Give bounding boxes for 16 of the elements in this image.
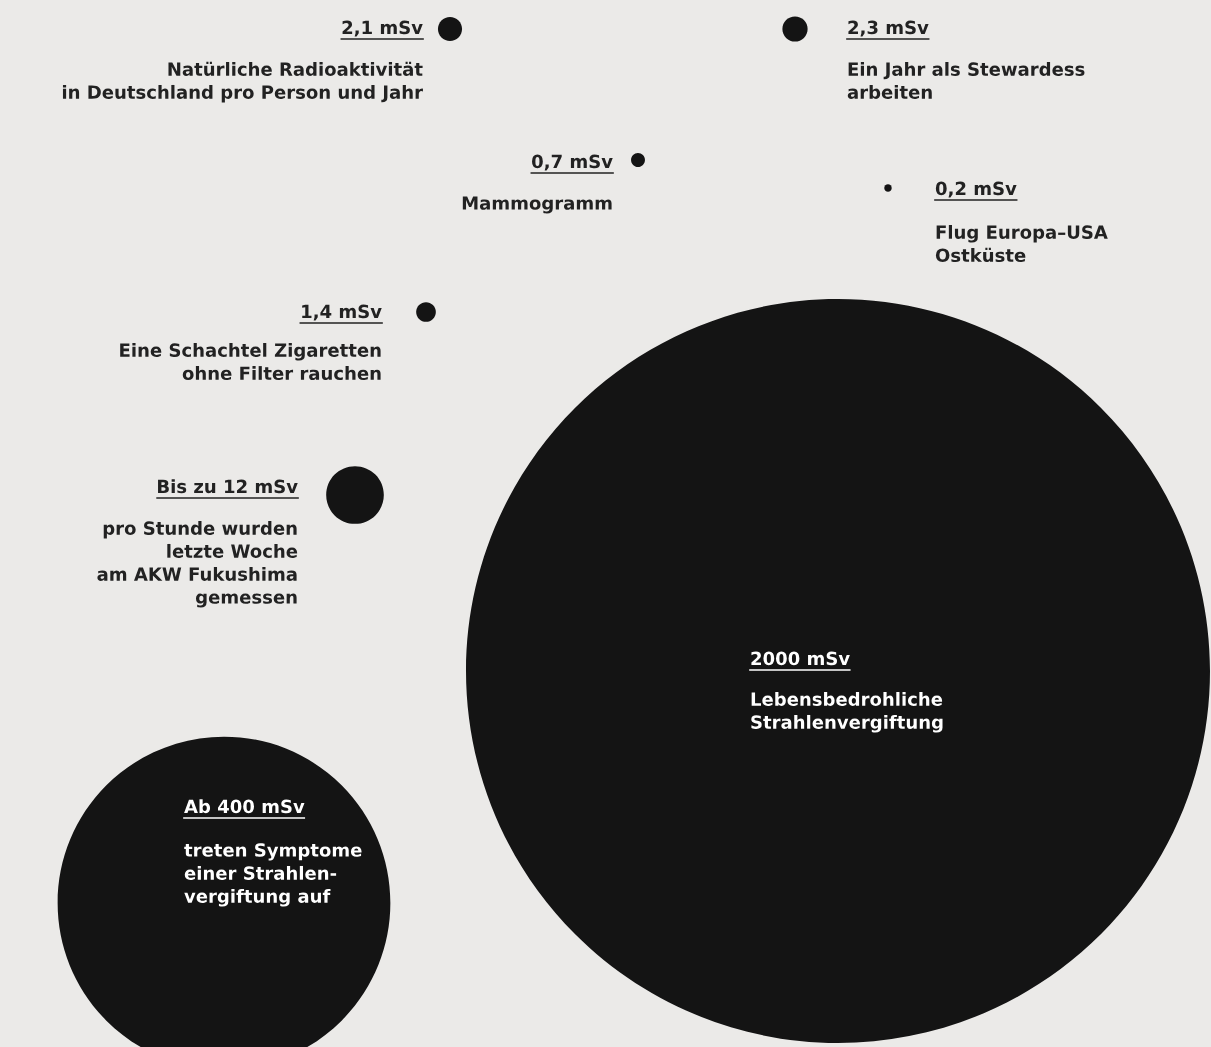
data-label: 0,7 mSv	[532, 154, 613, 171]
category-label: Flug Europa–USA Ostküste	[935, 225, 1108, 263]
data-label: 2,1 mSv	[342, 20, 423, 37]
data-label: 2,3 mSv	[848, 20, 929, 37]
category-label: pro Stunde wurden letzte Woche am AKW Fukushima gemessen	[97, 521, 298, 608]
category-label: Ein Jahr als Stewardess arbeiten	[847, 62, 1085, 99]
category-label: Natürliche Radioaktivität in Deutschland pro Person und Jahr	[62, 61, 423, 103]
data-label: 1,4 mSv	[302, 304, 382, 321]
data-label: Ab 400 mSv	[184, 799, 305, 814]
category-label: Mammogramm	[462, 196, 612, 214]
category-label: Eine Schachtel Zigaretten ohne Filter rauchen	[120, 343, 381, 381]
category-label: Lebensbedrohliche Strahlenvergiftung	[751, 692, 943, 733]
category-label: treten Symptome einer Strahlen- vergiftung auf	[184, 843, 362, 907]
data-label: 2000 mSv	[751, 651, 850, 666]
data-label: Bis zu 12 mSv	[158, 479, 298, 494]
data-label: 0,2 mSv	[935, 181, 1017, 198]
